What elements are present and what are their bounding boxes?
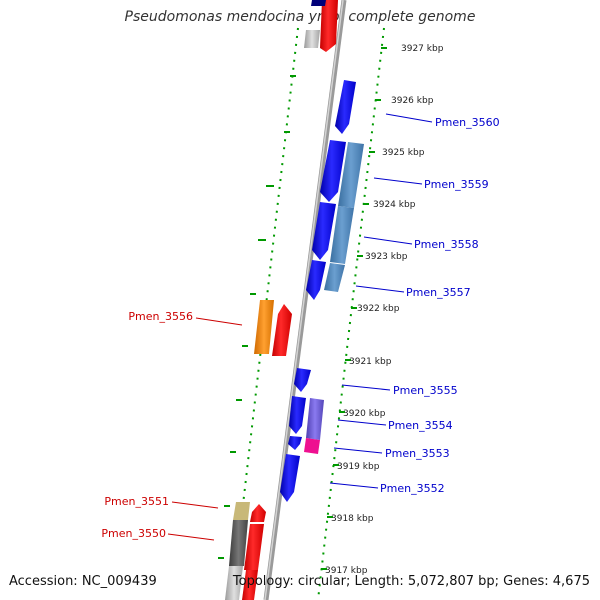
genome-backbone	[263, 0, 347, 600]
gene-features	[225, 0, 364, 600]
gene-label[interactable]: Pmen_3560	[435, 116, 500, 129]
tick-label: 3924 kbp	[373, 200, 416, 210]
topology-text: Topology: circular; Length: 5,072,807 bp…	[232, 574, 590, 589]
gene-pmen-3559-blue[interactable]	[320, 140, 346, 202]
tick-label: 3919 kbp	[337, 462, 380, 472]
gene-label[interactable]: Pmen_3550	[101, 527, 166, 540]
gene-label[interactable]: Pmen_3551	[104, 495, 169, 508]
tick-label: 3926 kbp	[391, 96, 434, 106]
tick-label: 3921 kbp	[349, 357, 392, 367]
gene-pmen-3556-orange[interactable]	[254, 300, 274, 354]
gene-grey-bottom[interactable]	[225, 566, 243, 600]
gene-pmen-3554-blue[interactable]	[289, 396, 306, 434]
gene-label[interactable]: Pmen_3555	[393, 384, 458, 397]
gene-pmen-3553-magenta[interactable]	[304, 438, 320, 454]
gene-grey-top[interactable]	[304, 30, 320, 48]
gene-label[interactable]: Pmen_3556	[128, 310, 193, 323]
gene-label[interactable]: Pmen_3553	[385, 447, 450, 460]
gene-label[interactable]: Pmen_3559	[424, 178, 489, 191]
accession-text: Accession: NC_009439	[9, 574, 157, 589]
gene-pmen-3557-steel[interactable]	[324, 263, 345, 292]
gene-pmen-3558-steel[interactable]	[330, 206, 354, 264]
map-title: Pseudomonas mendocina ymp, complete geno…	[124, 9, 476, 25]
tick-label: 3917 kbp	[325, 566, 368, 576]
gene-label[interactable]: Pmen_3558	[414, 238, 479, 251]
tick-label: 3920 kbp	[343, 409, 386, 419]
tick-label: 3918 kbp	[331, 514, 374, 524]
scale-ticks: 3927 kbp 3926 kbp 3925 kbp 3924 kbp 3923…	[218, 44, 444, 576]
gene-pmen-3557-blue[interactable]	[306, 260, 326, 300]
gene-pmen-3550-red[interactable]	[244, 524, 264, 570]
gene-label[interactable]: Pmen_3554	[388, 419, 453, 432]
gene-label[interactable]: Pmen_3552	[380, 482, 445, 495]
tick-label: 3925 kbp	[382, 148, 425, 158]
label-leaders	[167, 113, 433, 541]
gene-label[interactable]: Pmen_3557	[406, 286, 471, 299]
genome-backbone-highlight	[264, 0, 344, 600]
gene-blue-top[interactable]	[311, 0, 326, 6]
gene-pmen-3550-dark[interactable]	[229, 520, 248, 566]
gene-pmen-3556-red[interactable]	[272, 304, 292, 356]
gene-pmen-3552[interactable]	[280, 454, 300, 502]
gene-pmen-3554-purple[interactable]	[306, 398, 324, 440]
gene-pmen-3558-blue[interactable]	[312, 202, 336, 260]
gene-pmen-3553-blue[interactable]	[288, 436, 302, 450]
gene-red-bottom[interactable]	[242, 570, 258, 600]
gene-pmen-3560[interactable]	[335, 80, 356, 134]
gene-red-top[interactable]	[320, 0, 338, 52]
gene-pmen-3551-red[interactable]	[250, 504, 266, 522]
tick-label: 3927 kbp	[401, 44, 444, 54]
gene-pmen-3555[interactable]	[294, 368, 311, 392]
gene-labels: Pmen_3560 Pmen_3559 Pmen_3558 Pmen_3557 …	[101, 116, 499, 540]
gene-pmen-3551-khaki[interactable]	[233, 502, 250, 520]
gene-pmen-3559-steel[interactable]	[338, 142, 364, 208]
tick-label: 3922 kbp	[357, 304, 400, 314]
tick-label: 3923 kbp	[365, 252, 408, 262]
